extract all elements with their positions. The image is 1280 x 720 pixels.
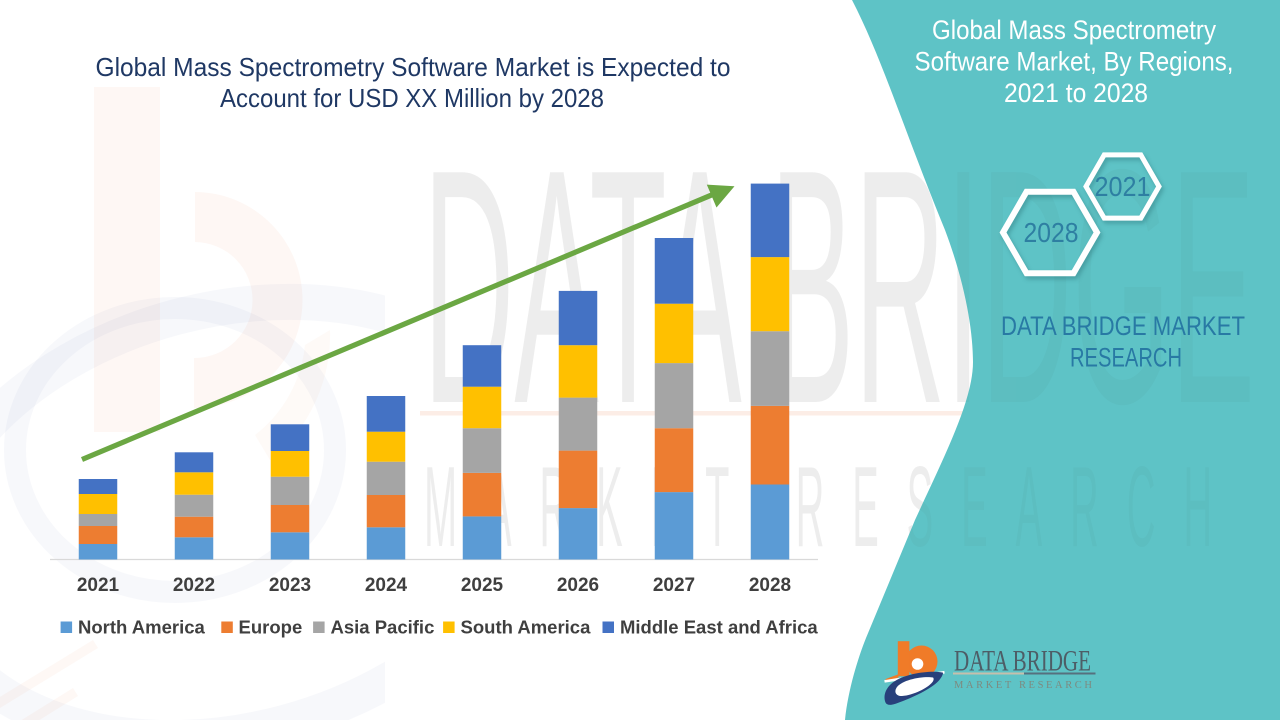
svg-text:2021: 2021 xyxy=(1095,171,1151,202)
svg-text:2021: 2021 xyxy=(77,575,120,596)
svg-text:2028: 2028 xyxy=(1024,217,1079,248)
svg-text:Middle East and Africa: Middle East and Africa xyxy=(620,617,818,638)
svg-text:North America: North America xyxy=(78,617,206,638)
svg-text:MARKET RESEARCH: MARKET RESEARCH xyxy=(954,680,1092,691)
svg-text:2027: 2027 xyxy=(653,575,695,596)
svg-text:Software Market, By Regions,: Software Market, By Regions, xyxy=(915,47,1234,77)
svg-text:2025: 2025 xyxy=(461,575,504,596)
svg-text:Asia Pacific: Asia Pacific xyxy=(331,617,435,638)
svg-text:2022: 2022 xyxy=(173,575,215,596)
svg-text:Account for USD XX Million by: Account for USD XX Million by 2028 xyxy=(220,83,604,113)
svg-text:South America: South America xyxy=(461,617,592,638)
svg-text:Global Mass Spectrometry: Global Mass Spectrometry xyxy=(932,15,1216,45)
svg-text:2028: 2028 xyxy=(749,575,791,596)
svg-text:2024: 2024 xyxy=(365,575,408,596)
svg-text:DATA BRIDGE MARKET: DATA BRIDGE MARKET xyxy=(1001,311,1245,341)
svg-text:2021 to 2028: 2021 to 2028 xyxy=(1004,78,1148,108)
svg-text:DATA BRIDGE: DATA BRIDGE xyxy=(954,645,1091,678)
svg-text:Europe: Europe xyxy=(239,617,303,638)
svg-text:2023: 2023 xyxy=(269,575,311,596)
svg-text:RESEARCH: RESEARCH xyxy=(1070,343,1182,373)
svg-text:Global Mass Spectrometry Softw: Global Mass Spectrometry Software Market… xyxy=(96,52,731,82)
svg-text:2026: 2026 xyxy=(557,575,599,596)
